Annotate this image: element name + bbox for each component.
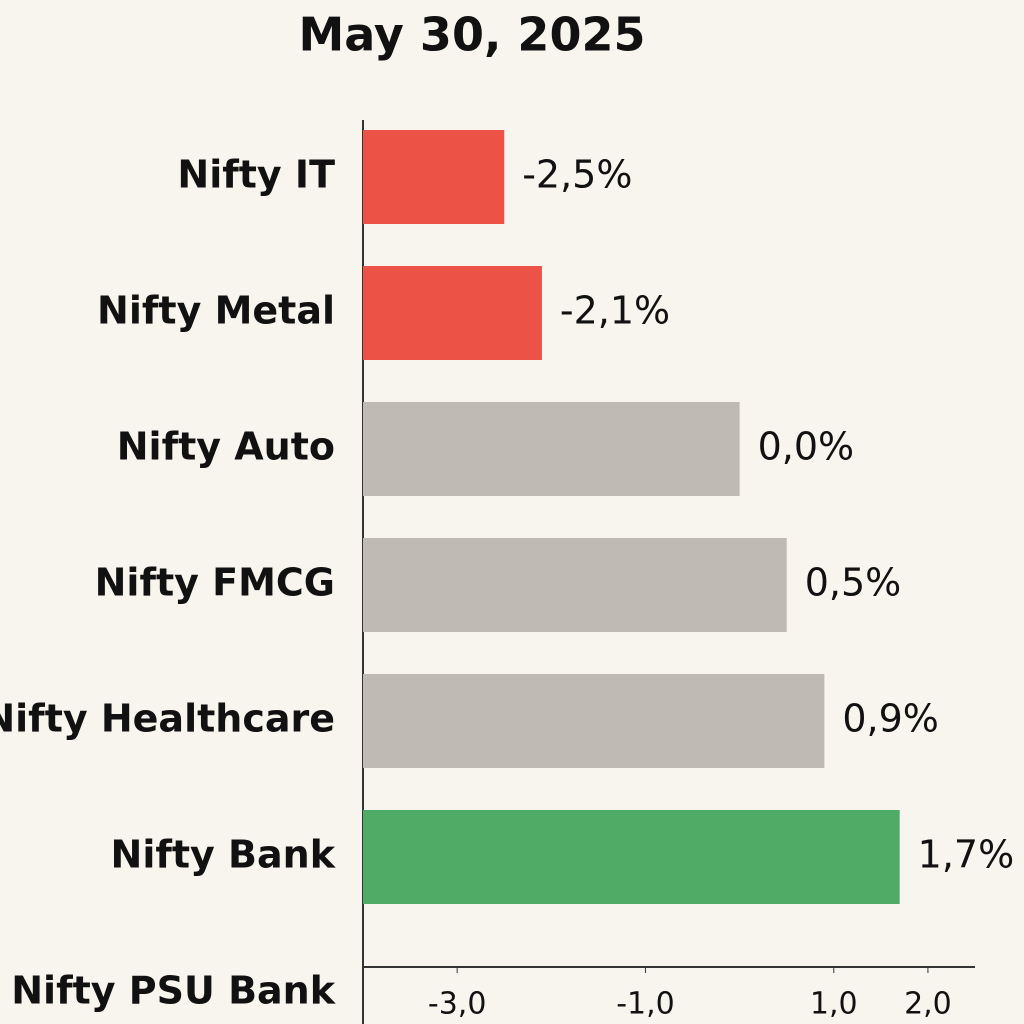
value-label: 0,9% [842,697,939,741]
bar [363,810,900,904]
category-label: Nifty Bank [111,833,336,877]
category-label: Nifty Healthcare [0,697,335,741]
bar [363,130,505,224]
value-label: 1,7% [918,833,1015,877]
category-label: Nifty Auto [117,425,335,469]
value-label: -2,1% [560,289,670,333]
category-label: Nifty PSU Bank [11,969,335,1013]
x-tick-label: 1,0 [810,987,858,1022]
x-tick-label: 2,0 [904,987,952,1022]
x-tick-label: -1,0 [616,987,675,1022]
value-label: -2,5% [522,153,632,197]
category-label: Nifty IT [177,153,335,197]
category-label: Nifty Metal [97,289,335,333]
x-tick-label: -3,0 [428,987,487,1022]
chart-title: May 30, 2025 [299,8,646,62]
value-label: 0,0% [758,425,855,469]
value-label: 0,5% [805,561,902,605]
bar [363,402,740,496]
category-label: Nifty FMCG [95,561,335,605]
bar [363,674,825,768]
bar [363,266,542,360]
bar [363,538,787,632]
